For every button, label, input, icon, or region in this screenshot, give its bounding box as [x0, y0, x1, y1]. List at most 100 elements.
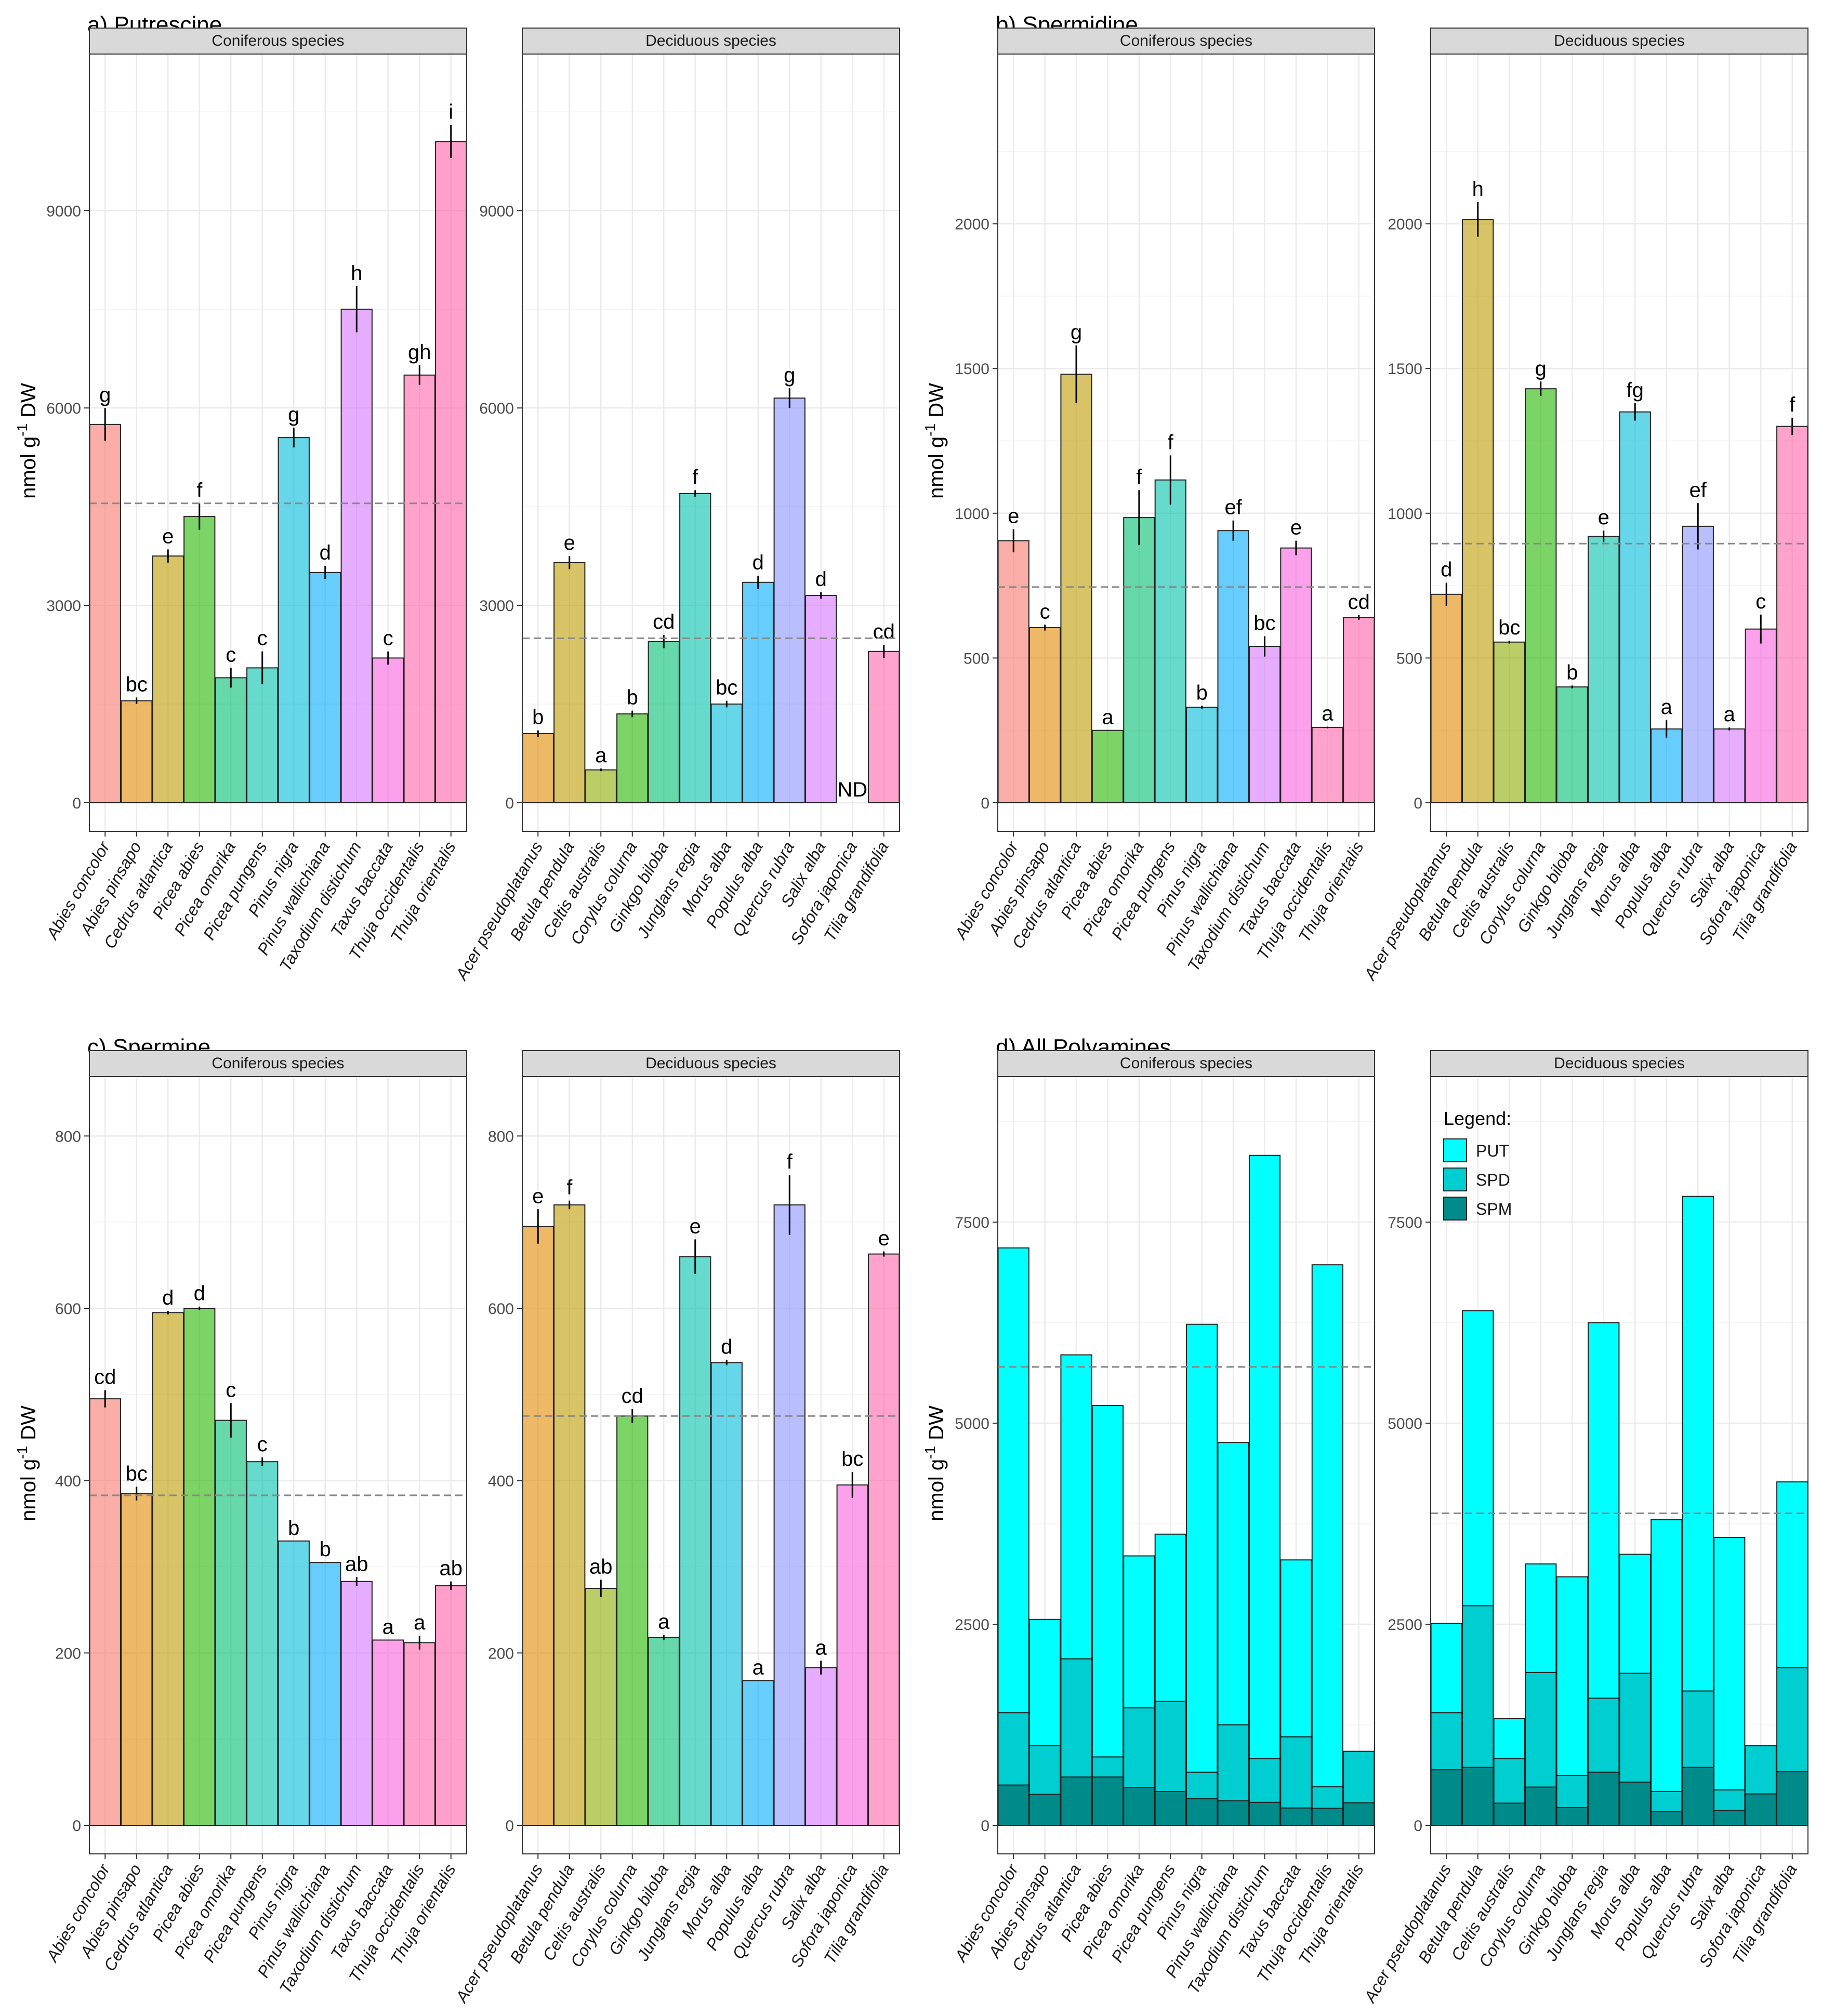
- bar-pinus-wallichiana: [1217, 530, 1249, 803]
- y-tick-label: 1000: [1388, 506, 1422, 523]
- stack-spd: [1248, 1758, 1281, 1803]
- significance-letter: c: [1040, 600, 1050, 623]
- y-tick-label: 0: [1414, 1818, 1422, 1835]
- significance-letter: c: [226, 643, 236, 666]
- y-tick-label: 200: [55, 1645, 81, 1662]
- bar-betula-pendula: [1462, 219, 1494, 804]
- significance-letter: fg: [1627, 379, 1644, 402]
- bar-cedrus-atlantica: [1060, 374, 1092, 803]
- significance-letter: cd: [873, 620, 895, 643]
- stack-put: [1588, 1322, 1620, 1699]
- y-tick-label: 0: [505, 1818, 514, 1835]
- stack-put: [1493, 1718, 1525, 1759]
- facet-strip-label: Coniferous species: [212, 32, 344, 49]
- y-tick-label: 7500: [955, 1214, 989, 1231]
- stack-put: [1186, 1323, 1218, 1773]
- significance-letter: f: [692, 466, 698, 488]
- bar-betula-pendula: [553, 562, 586, 803]
- significance-letter: e: [1598, 506, 1609, 529]
- significance-letter: gh: [408, 341, 431, 364]
- significance-letter: b: [288, 1517, 299, 1540]
- bar-abies-concolor: [997, 540, 1029, 803]
- y-tick-label: 1500: [1388, 361, 1422, 378]
- significance-letter: b: [320, 1538, 331, 1561]
- y-tick-label: 800: [55, 1128, 81, 1145]
- stack-spm: [1588, 1771, 1620, 1826]
- significance-letter: c: [1755, 590, 1766, 613]
- bar-thuja-occidentalis: [403, 1642, 435, 1826]
- significance-letter: b: [1566, 661, 1578, 684]
- facet-strip-label: Deciduous species: [1554, 1055, 1685, 1072]
- y-tick-label: 600: [55, 1301, 81, 1318]
- bar-pinus-nigra: [278, 437, 310, 803]
- bar-thuja-orientalis: [435, 141, 467, 803]
- significance-letter: i: [448, 101, 453, 124]
- facet-strip: [522, 1050, 900, 1077]
- significance-letter: a: [1661, 696, 1673, 719]
- significance-letter: e: [1008, 505, 1019, 527]
- stack-put: [1060, 1354, 1092, 1660]
- stack-spm: [1217, 1800, 1249, 1826]
- stack-spd: [1493, 1758, 1525, 1804]
- bar-betula-pendula: [553, 1204, 586, 1826]
- stack-spm: [1248, 1801, 1281, 1826]
- y-tick-label: 400: [488, 1473, 514, 1490]
- significance-letter: g: [288, 403, 299, 426]
- legend-swatch-spd: [1443, 1168, 1467, 1191]
- stack-spm: [1682, 1767, 1714, 1826]
- significance-letter: c: [226, 1378, 236, 1401]
- bar-taxus-baccata: [1280, 547, 1312, 803]
- facet-strip: [522, 28, 900, 55]
- y-tick-label: 500: [963, 650, 989, 667]
- bar-picea-omorika: [215, 677, 247, 803]
- y-tick-label: 7500: [1388, 1214, 1422, 1231]
- bar-morus-alba: [710, 704, 743, 803]
- y-tick-label: 200: [488, 1645, 514, 1662]
- significance-letter: bc: [126, 1462, 148, 1485]
- stack-spm: [1493, 1802, 1525, 1826]
- y-tick-label: 6000: [479, 400, 514, 417]
- significance-letter: e: [1290, 516, 1302, 539]
- significance-letter: e: [878, 1227, 890, 1250]
- significance-letter: f: [1789, 393, 1795, 416]
- stack-put: [1280, 1559, 1312, 1738]
- y-tick-label: 0: [981, 795, 989, 812]
- significance-letter: g: [784, 364, 795, 387]
- significance-letter: b: [627, 686, 638, 709]
- stack-spm: [1713, 1810, 1746, 1826]
- stack-spm: [1525, 1786, 1557, 1826]
- stack-spm: [1186, 1798, 1218, 1826]
- significance-letter: a: [414, 1611, 426, 1634]
- bar-thuja-orientalis: [1343, 617, 1375, 803]
- significance-letter: c: [383, 627, 393, 650]
- significance-letter: b: [1196, 681, 1208, 704]
- facet-strip: [1430, 28, 1808, 55]
- stack-put: [1556, 1576, 1588, 1776]
- stack-spm: [1462, 1767, 1494, 1826]
- significance-letter: bc: [841, 1448, 863, 1470]
- stack-spd: [1154, 1701, 1186, 1792]
- bar-cedrus-atlantica: [152, 1312, 184, 1826]
- bar-celtis-australis: [585, 1587, 617, 1826]
- significance-letter: d: [194, 1282, 205, 1305]
- stack-spd: [1462, 1605, 1494, 1768]
- significance-letter: cd: [653, 611, 675, 633]
- stack-spd: [1311, 1786, 1343, 1809]
- y-tick-label: 0: [72, 795, 81, 812]
- stack-put: [1651, 1519, 1683, 1792]
- bar-thuja-orientalis: [435, 1585, 467, 1826]
- significance-letter: bc: [716, 677, 737, 699]
- stack-put: [1154, 1533, 1186, 1702]
- stack-spd: [1091, 1756, 1124, 1778]
- y-tick-label: 0: [72, 1818, 81, 1835]
- facet-strip: [997, 28, 1375, 55]
- significance-letter: e: [162, 525, 174, 548]
- stack-spd: [1186, 1771, 1218, 1799]
- bar-populus-alba: [1651, 728, 1683, 803]
- significance-letter: f: [787, 1150, 793, 1173]
- bar-taxus-baccata: [372, 657, 404, 804]
- stack-put: [1619, 1554, 1651, 1674]
- significance-letter: h: [351, 262, 362, 285]
- facet-strip-label: Coniferous species: [212, 1055, 344, 1072]
